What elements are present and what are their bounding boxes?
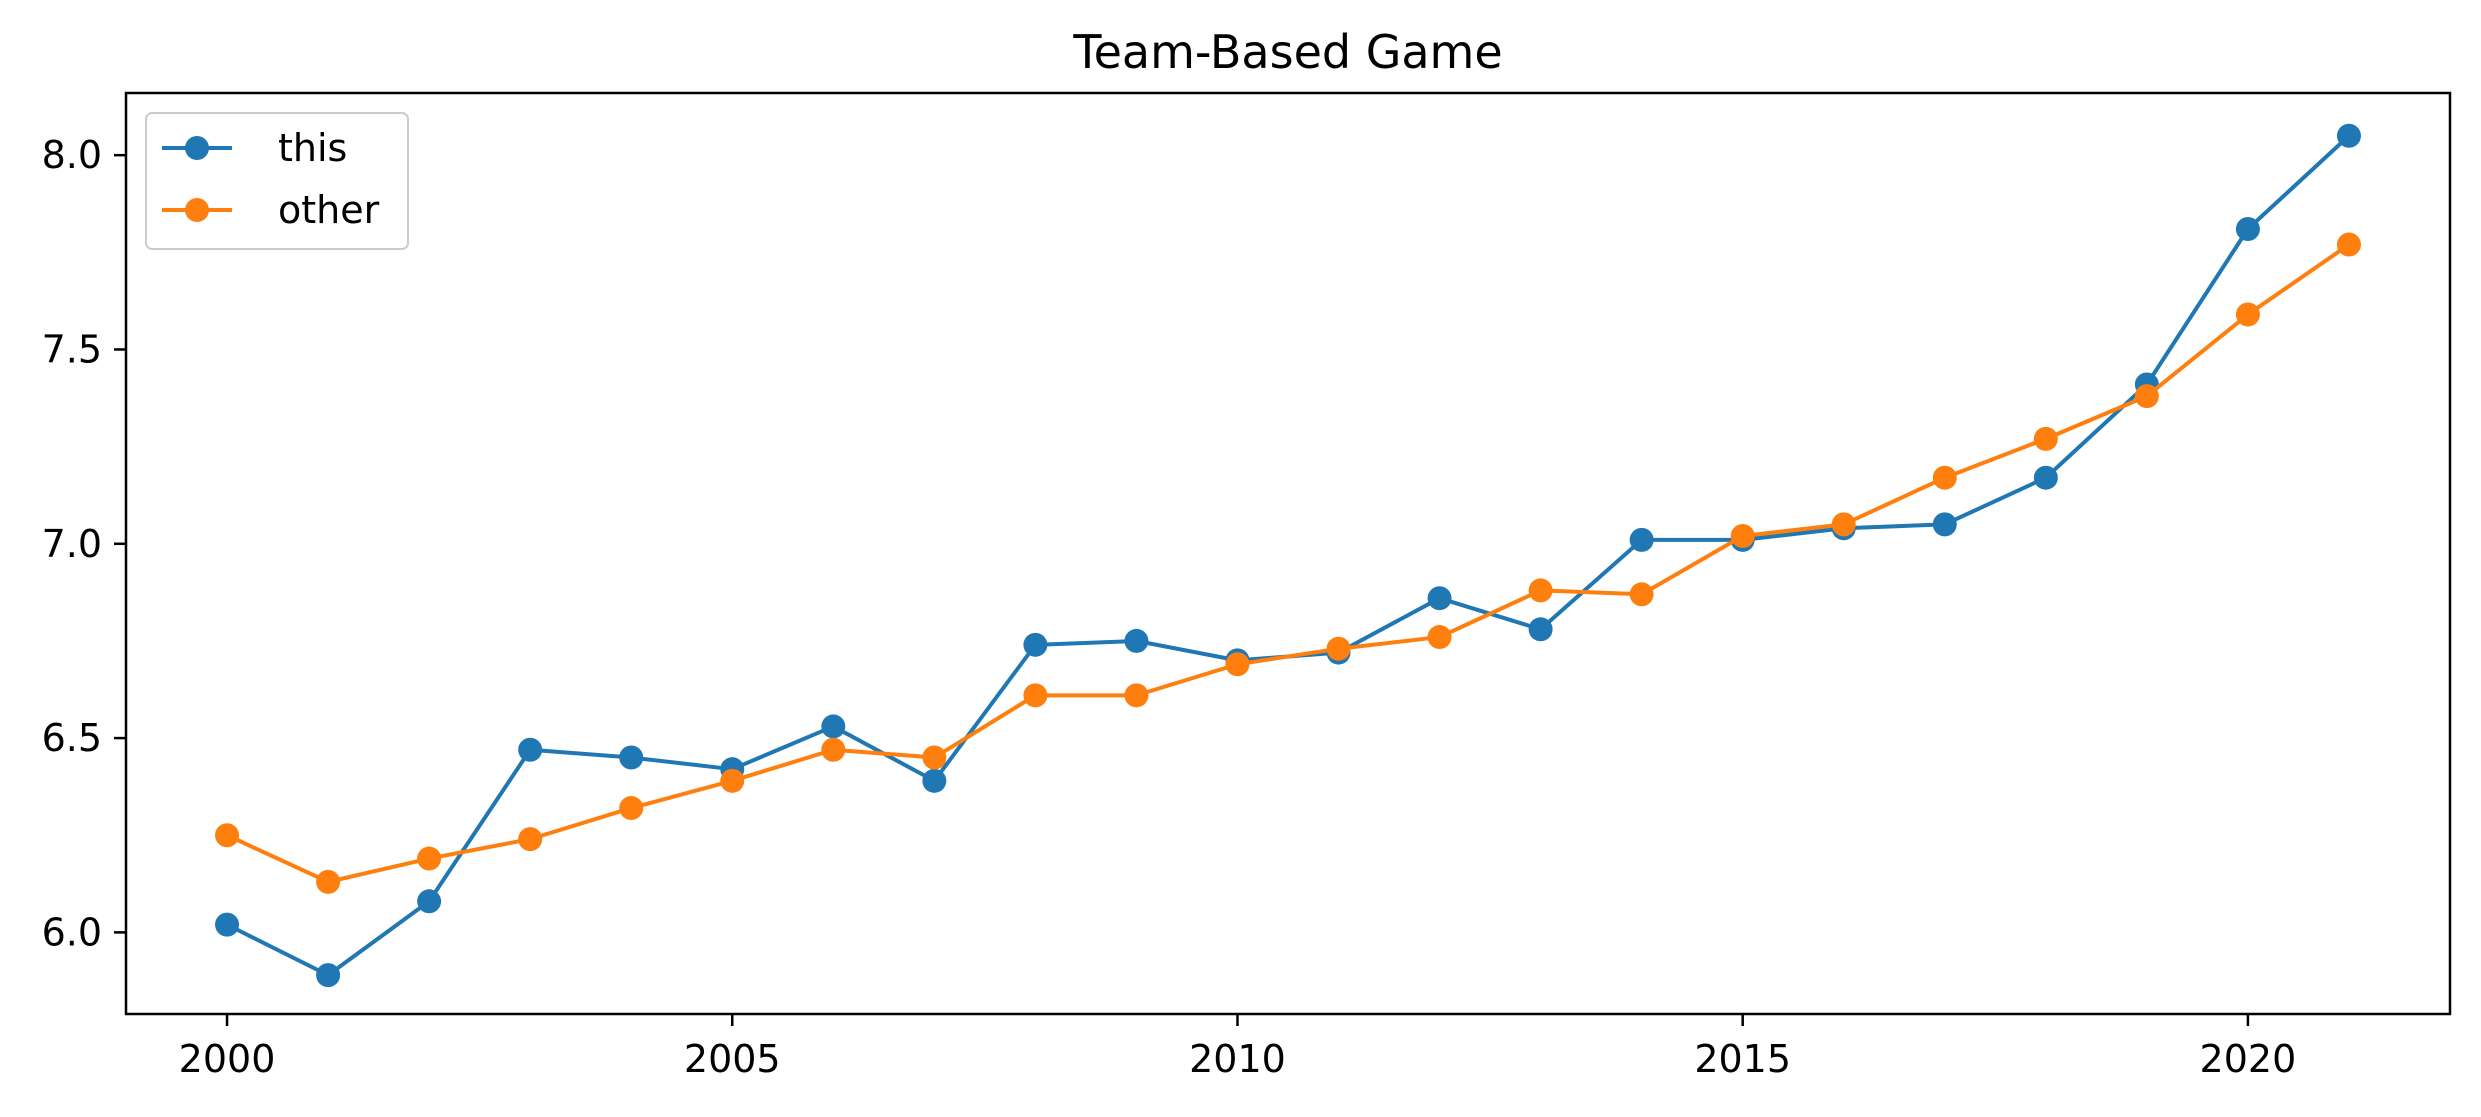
x-tick-label: 2015 — [1694, 1037, 1791, 1081]
data-point — [2033, 426, 2058, 451]
data-point — [417, 846, 442, 871]
data-point — [1023, 683, 1048, 708]
data-point — [518, 827, 543, 852]
data-point — [1023, 632, 1048, 657]
data-point — [1326, 636, 1351, 661]
data-point — [1427, 586, 1452, 611]
data-point — [619, 745, 644, 770]
series-other — [215, 232, 2361, 894]
data-point — [1528, 578, 1553, 603]
series-line — [226, 134, 2351, 978]
data-point — [2033, 465, 2058, 490]
y-tick-label: 6.5 — [42, 716, 102, 760]
y-tick-label: 6.0 — [42, 910, 102, 954]
data-point — [316, 869, 341, 894]
legend-marker-swatch — [185, 136, 209, 160]
legend: this other — [145, 112, 409, 250]
data-point — [2336, 123, 2361, 148]
data-point — [215, 823, 240, 848]
data-point — [619, 796, 644, 821]
series-layer — [215, 123, 2361, 988]
data-point — [2235, 217, 2260, 242]
chart-title: Team-Based Game — [1072, 25, 1502, 79]
data-point — [821, 737, 846, 762]
data-point — [1932, 465, 1957, 490]
y-tick-label: 7.5 — [42, 327, 102, 371]
data-point — [1124, 628, 1149, 653]
data-point — [1124, 683, 1149, 708]
data-point — [1225, 652, 1250, 677]
data-point — [1831, 512, 1856, 537]
plot-frame — [124, 91, 2452, 1016]
data-point — [720, 768, 745, 793]
data-point — [1730, 524, 1755, 549]
data-point — [2134, 384, 2159, 409]
legend-label: this — [278, 126, 347, 170]
data-point — [821, 714, 846, 739]
data-point — [1629, 527, 1654, 552]
data-point — [1427, 625, 1452, 650]
data-point — [417, 889, 442, 914]
legend-marker-swatch — [185, 198, 209, 222]
x-tick-label: 2010 — [1189, 1037, 1286, 1081]
x-tick-label: 2020 — [2200, 1037, 2297, 1081]
data-point — [1528, 617, 1553, 642]
data-point — [2235, 302, 2260, 327]
data-point — [1932, 512, 1957, 537]
legend-item-other: other — [162, 188, 380, 232]
series-line — [226, 242, 2351, 884]
legend-item-this: this — [162, 126, 347, 170]
data-point — [215, 912, 240, 937]
data-point — [1629, 582, 1654, 607]
data-point — [316, 963, 341, 988]
data-point — [2336, 232, 2361, 257]
data-point — [922, 768, 947, 793]
legend-label: other — [278, 188, 380, 232]
series-this — [215, 123, 2361, 988]
data-point — [922, 745, 947, 770]
x-tick-label: 2000 — [179, 1037, 276, 1081]
data-point — [518, 737, 543, 762]
y-tick-label: 8.0 — [42, 133, 102, 177]
axis-ticks: 2000 2005 2010 2015 2020 6.0 6.5 7.0 7.5 8.0 — [42, 133, 2297, 1081]
x-tick-label: 2005 — [684, 1037, 781, 1081]
y-tick-label: 7.0 — [42, 522, 102, 566]
